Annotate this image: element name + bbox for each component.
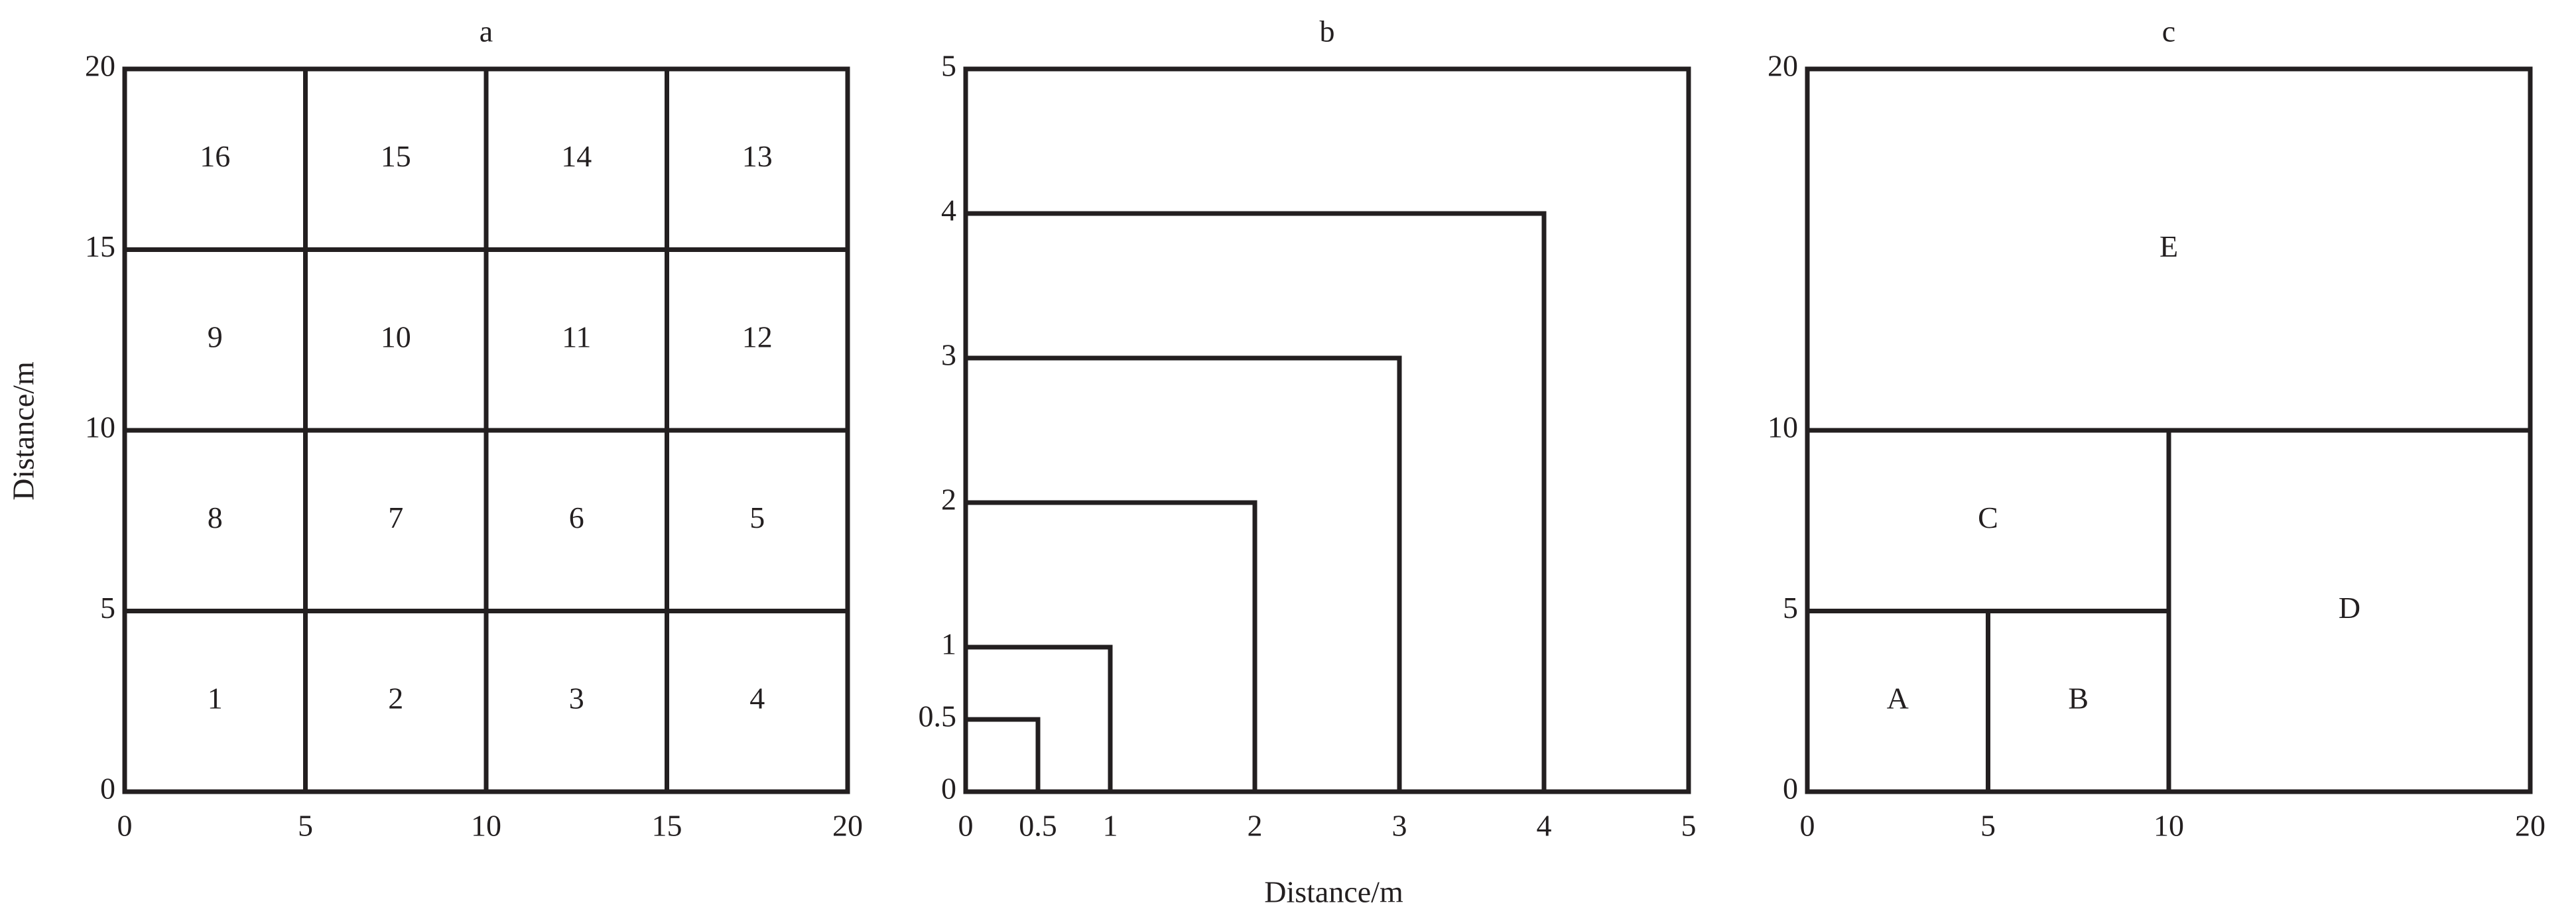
y-tick-label: 0 [941, 772, 956, 806]
y-tick-label: 5 [100, 591, 115, 625]
y-tick-label: 10 [85, 410, 115, 444]
x-tick-label: 20 [2515, 809, 2545, 843]
x-tick-label: 10 [471, 809, 501, 843]
cell-label: 12 [742, 320, 773, 353]
x-tick-label: 4 [1537, 809, 1552, 843]
x-tick-label: 0 [958, 809, 974, 843]
x-tick-label: 0.5 [1019, 809, 1057, 843]
y-axis-label: Distance/m [7, 361, 40, 501]
plot-cell [1805, 66, 2533, 433]
plot-cell [665, 609, 850, 794]
nested-square [966, 717, 1041, 792]
panel-title: b [1320, 15, 1335, 48]
y-tick-label: 5 [941, 49, 956, 83]
y-tick-label: 4 [941, 194, 956, 227]
x-axis-label: Distance/m [1264, 875, 1403, 909]
cell-label: 10 [381, 320, 411, 353]
x-tick-label: 5 [298, 809, 313, 843]
nested-square [966, 355, 1402, 792]
y-tick-label: 20 [85, 49, 115, 83]
y-tick-label: 10 [1768, 410, 1798, 444]
nested-square [966, 645, 1113, 792]
nested-square [966, 500, 1257, 792]
x-tick-label: 20 [832, 809, 863, 843]
y-tick-label: 0.5 [919, 700, 957, 733]
y-tick-label: 0 [100, 772, 115, 806]
cell-label: 16 [200, 139, 230, 173]
y-tick-label: 0 [1783, 772, 1798, 806]
cell-label: 2 [388, 681, 403, 715]
cell-label: 9 [208, 320, 223, 353]
x-tick-label: 15 [652, 809, 682, 843]
cell-label: C [1978, 501, 1998, 534]
cell-label: 1 [208, 681, 223, 715]
panel-title: a [480, 15, 493, 48]
cell-label: 15 [381, 139, 411, 173]
cell-label: 6 [569, 501, 584, 534]
cell-label: 13 [742, 139, 773, 173]
x-tick-label: 10 [2154, 809, 2184, 843]
cell-label: 7 [388, 501, 403, 534]
y-tick-label: 1 [941, 627, 956, 661]
y-tick-label: 20 [1768, 49, 1798, 83]
nested-square [966, 211, 1547, 792]
x-tick-label: 5 [1681, 809, 1697, 843]
x-tick-label: 3 [1392, 809, 1407, 843]
x-tick-label: 5 [1980, 809, 1996, 843]
cell-label: A [1887, 681, 1909, 715]
panel-title: c [2162, 15, 2175, 48]
cell-label: 4 [749, 681, 765, 715]
cell-label: 14 [561, 139, 592, 173]
cell-label: 5 [749, 501, 765, 534]
cell-label: 3 [569, 681, 584, 715]
cell-label: E [2159, 229, 2178, 263]
x-tick-label: 1 [1103, 809, 1118, 843]
cell-label: 11 [562, 320, 591, 353]
panel-frame [963, 66, 1691, 794]
y-tick-label: 15 [85, 229, 115, 263]
cell-label: B [2068, 681, 2089, 715]
y-tick-label: 3 [941, 338, 956, 372]
x-tick-label: 2 [1248, 809, 1263, 843]
cell-label: 8 [208, 501, 223, 534]
y-tick-label: 2 [941, 483, 956, 517]
x-tick-label: 0 [1800, 809, 1815, 843]
x-tick-label: 0 [117, 809, 133, 843]
y-tick-label: 5 [1783, 591, 1798, 625]
cell-label: D [2339, 591, 2360, 625]
